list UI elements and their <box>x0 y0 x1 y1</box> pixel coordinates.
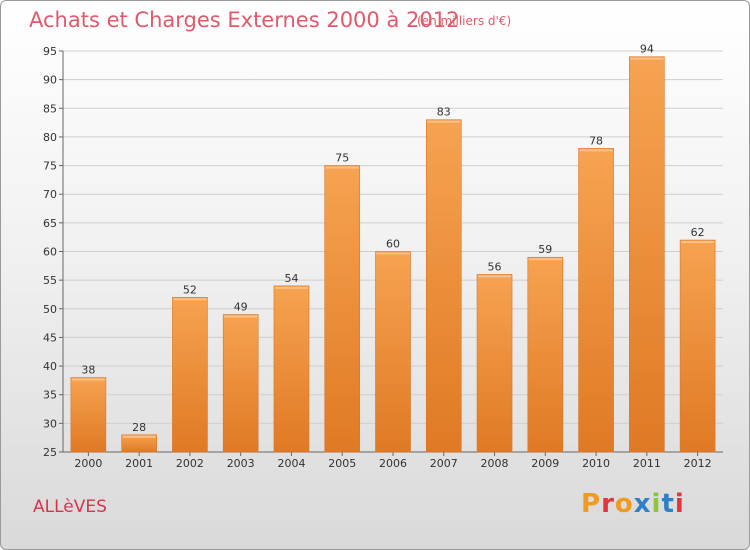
bar-highlight <box>528 258 562 261</box>
x-tick-label: 2009 <box>531 457 559 470</box>
bar-2000 <box>70 377 107 453</box>
bar-highlight <box>681 241 715 244</box>
logo-letter: r <box>601 489 615 519</box>
bar-highlight <box>71 378 105 381</box>
data-label: 56 <box>488 260 502 273</box>
y-tick-label: 65 <box>43 217 57 230</box>
y-tick-label: 70 <box>43 188 57 201</box>
x-tick-label: 2002 <box>176 457 204 470</box>
commune-name: ALLèVES <box>33 497 107 517</box>
data-label: 59 <box>538 243 552 256</box>
bar-2002 <box>172 297 208 453</box>
y-tick-label: 35 <box>43 389 57 402</box>
logo-letter: P <box>581 489 602 519</box>
bar-2012 <box>679 239 716 453</box>
data-label: 83 <box>437 106 451 119</box>
y-tick-label: 50 <box>43 303 57 316</box>
bars <box>70 56 716 453</box>
bar-2003 <box>222 314 259 453</box>
x-tick-label: 2003 <box>227 457 255 470</box>
bar-highlight <box>579 149 613 152</box>
labels: 25 30 35 40 45 50 55 60 65 70 75 80 85 90 95 38 2000 28 20… <box>43 43 712 470</box>
x-tick-label: 2010 <box>582 457 610 470</box>
bar-highlight <box>325 166 359 169</box>
logo-letter: o <box>614 489 634 519</box>
data-label: 94 <box>640 43 654 56</box>
x-tick-label: 2012 <box>684 457 712 470</box>
data-label: 54 <box>284 272 298 285</box>
logo-letter: i <box>674 489 685 519</box>
x-tick-label: 2001 <box>125 457 153 470</box>
y-tick-label: 45 <box>43 331 57 344</box>
data-label: 75 <box>335 152 349 165</box>
y-tick-label: 40 <box>43 360 57 373</box>
bar-2007 <box>425 119 462 453</box>
data-label: 78 <box>589 134 603 147</box>
y-tick-label: 60 <box>43 246 57 259</box>
bar-highlight <box>630 57 664 60</box>
y-tick-label: 95 <box>43 45 57 58</box>
chart-title: Achats et Charges Externes 2000 à 2012 <box>29 8 460 32</box>
y-tick-label: 30 <box>43 417 57 430</box>
y-tick-label: 85 <box>43 102 57 115</box>
bar-2010 <box>578 148 614 453</box>
bar-highlight <box>274 286 308 289</box>
bar-2008 <box>476 274 513 453</box>
data-label: 38 <box>81 364 95 377</box>
y-tick-label: 75 <box>43 160 57 173</box>
bar-2004 <box>273 285 310 453</box>
chart-unit: (en milliers d'€) <box>417 14 512 28</box>
y-tick-label: 80 <box>43 131 57 144</box>
bar-2005 <box>324 165 361 453</box>
data-label: 52 <box>183 283 197 296</box>
bar-2009 <box>527 256 564 453</box>
x-tick-label: 2000 <box>74 457 102 470</box>
x-tick-label: 2007 <box>430 457 458 470</box>
x-tick-label: 2005 <box>328 457 356 470</box>
bar-highlight <box>122 435 156 438</box>
x-tick-label: 2008 <box>481 457 509 470</box>
bar-2011 <box>629 56 665 453</box>
x-tick-label: 2006 <box>379 457 407 470</box>
bar-2006 <box>375 251 411 453</box>
bar-highlight <box>224 315 258 318</box>
y-tick-label: 90 <box>43 74 57 87</box>
logo-letter: t <box>661 489 675 519</box>
data-label: 49 <box>234 301 248 314</box>
x-tick-label: 2004 <box>277 457 305 470</box>
logo-letter: i <box>651 489 662 519</box>
x-tick-label: 2011 <box>633 457 661 470</box>
data-label: 62 <box>691 226 705 239</box>
y-tick-label: 55 <box>43 274 57 287</box>
bar-highlight <box>376 252 410 255</box>
proxiti-logo[interactable]: Proxiti <box>581 489 685 519</box>
data-label: 60 <box>386 238 400 251</box>
bar-highlight <box>427 120 461 123</box>
bar-highlight <box>173 298 207 301</box>
logo-letter: x <box>633 489 652 519</box>
y-tick-label: 25 <box>43 446 57 459</box>
data-label: 28 <box>132 421 146 434</box>
bar-2001 <box>121 434 157 453</box>
bar-highlight <box>478 275 512 278</box>
